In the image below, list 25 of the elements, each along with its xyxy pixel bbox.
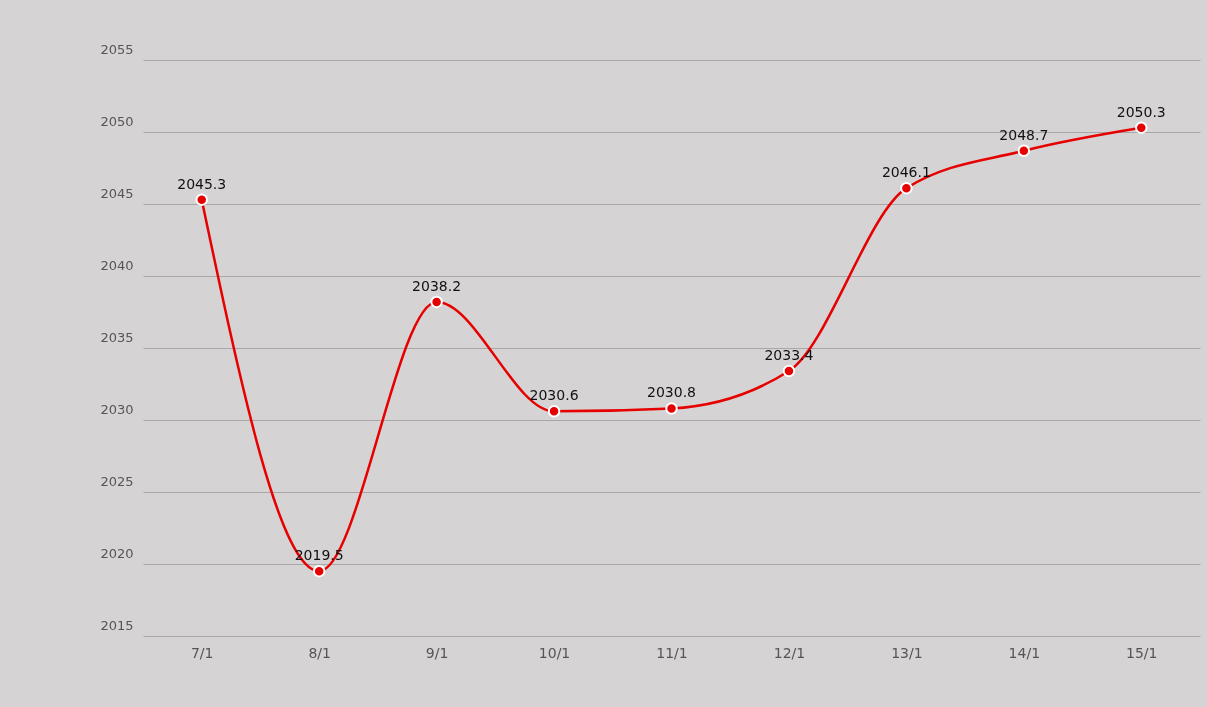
data-label: 2050.3 bbox=[1116, 103, 1166, 120]
y-tick-label: 2020 bbox=[100, 545, 134, 561]
data-label: 2030.8 bbox=[647, 384, 696, 401]
y-tick-label: 2045 bbox=[100, 185, 134, 201]
x-tick-label: 9/1 bbox=[425, 644, 449, 661]
y-tick-label: 2015 bbox=[100, 617, 134, 633]
y-tick-label: 2055 bbox=[100, 41, 134, 57]
data-label: 2046.1 bbox=[881, 164, 931, 181]
x-tick-label: 12/1 bbox=[773, 644, 806, 661]
x-tick-label: 10/1 bbox=[538, 644, 571, 661]
x-tick-label: 13/1 bbox=[891, 644, 923, 661]
y-tick-label: 2035 bbox=[100, 329, 134, 345]
x-tick-label: 14/1 bbox=[1008, 644, 1041, 661]
data-label: 2048.7 bbox=[999, 126, 1049, 143]
y-tick-label: 2050 bbox=[100, 113, 134, 129]
data-label: 2045.3 bbox=[177, 175, 227, 192]
y-tick-label: 2030 bbox=[100, 401, 134, 417]
x-tick-label: 7/1 bbox=[190, 644, 214, 661]
x-tick-label: 8/1 bbox=[308, 644, 331, 661]
y-tick-label: 2025 bbox=[100, 473, 134, 489]
x-tick-label: 11/1 bbox=[656, 644, 688, 661]
data-label: 2038.2 bbox=[412, 277, 462, 294]
y-tick-label: 2040 bbox=[100, 257, 134, 273]
x-tick-label: 15/1 bbox=[1126, 644, 1158, 661]
data-label: 2030.6 bbox=[529, 387, 579, 404]
